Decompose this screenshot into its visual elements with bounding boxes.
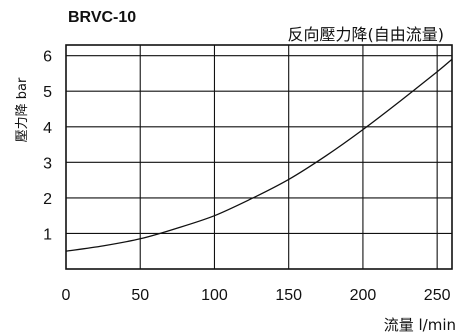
x-tick-labels: 0 50 100 150 200 250 xyxy=(62,287,451,304)
y-tick-labels: 1 2 3 4 5 6 xyxy=(43,49,52,244)
x-tick-0: 0 xyxy=(62,287,71,304)
chart-title: 反向壓力降(自由流量) xyxy=(288,25,445,44)
model-label: BRVC-10 xyxy=(68,9,136,26)
series-layer xyxy=(65,58,453,252)
x-tick-250: 250 xyxy=(424,287,451,304)
x-tick-50: 50 xyxy=(131,287,149,304)
x-tick-100: 100 xyxy=(201,287,228,304)
y-tick-6: 6 xyxy=(43,49,52,66)
series-line-0 xyxy=(65,58,453,252)
y-axis-label: 壓力降 bar xyxy=(15,77,30,142)
y-tick-2: 2 xyxy=(43,191,52,208)
y-tick-5: 5 xyxy=(43,84,52,101)
x-tick-200: 200 xyxy=(350,287,377,304)
grid xyxy=(66,45,452,269)
x-axis-label: 流量 l/min xyxy=(384,316,456,334)
plot-frame xyxy=(65,44,453,270)
x-tick-150: 150 xyxy=(275,287,302,304)
y-tick-4: 4 xyxy=(43,120,52,137)
y-tick-1: 1 xyxy=(43,226,52,243)
y-tick-3: 3 xyxy=(43,155,52,172)
